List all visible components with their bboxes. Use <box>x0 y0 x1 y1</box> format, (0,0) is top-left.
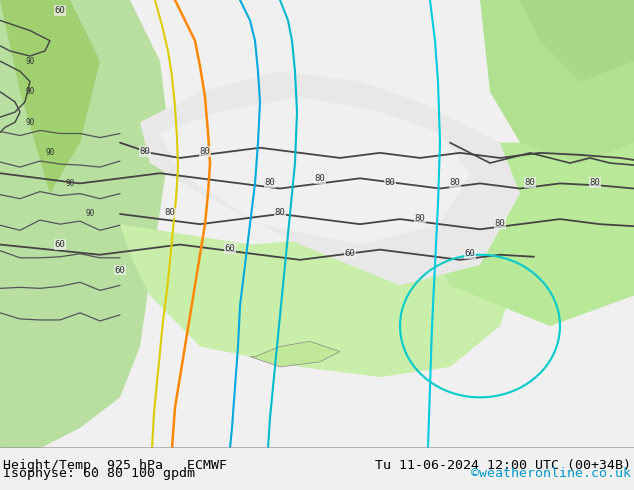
Polygon shape <box>230 289 255 300</box>
Text: 60: 60 <box>224 244 235 253</box>
Polygon shape <box>480 0 634 163</box>
Text: 80: 80 <box>139 147 150 156</box>
Text: 80: 80 <box>385 178 396 187</box>
Text: 60: 60 <box>55 6 65 15</box>
Polygon shape <box>250 342 340 367</box>
Text: 90: 90 <box>25 118 35 127</box>
Polygon shape <box>400 143 634 326</box>
Text: 90: 90 <box>86 210 94 219</box>
Text: 90: 90 <box>25 87 35 96</box>
Text: 90: 90 <box>65 179 75 188</box>
Text: 60: 60 <box>115 266 126 274</box>
Text: 80: 80 <box>524 178 535 187</box>
Text: 60: 60 <box>345 249 356 258</box>
Polygon shape <box>520 0 634 81</box>
Text: 80: 80 <box>450 178 460 187</box>
Text: 80: 80 <box>314 174 325 183</box>
Polygon shape <box>160 97 470 245</box>
Text: Height/Temp. 925 hPa   ECMWF: Height/Temp. 925 hPa ECMWF <box>3 459 227 472</box>
Text: 60: 60 <box>465 249 476 258</box>
Text: 60: 60 <box>55 240 65 249</box>
Text: 80: 80 <box>165 208 176 218</box>
Polygon shape <box>0 0 170 448</box>
Polygon shape <box>140 72 520 285</box>
Text: 80: 80 <box>415 214 425 222</box>
Polygon shape <box>350 294 372 306</box>
Text: 90: 90 <box>46 148 55 157</box>
Polygon shape <box>0 0 100 194</box>
Text: 80: 80 <box>275 208 285 218</box>
Text: 80: 80 <box>200 147 210 156</box>
Text: ©weatheronline.co.uk: ©weatheronline.co.uk <box>471 466 631 480</box>
Text: 80: 80 <box>590 178 600 187</box>
Text: Isophyse: 60 80 100 gpdm: Isophyse: 60 80 100 gpdm <box>3 466 195 480</box>
Polygon shape <box>290 306 308 316</box>
Text: 90: 90 <box>25 57 35 66</box>
Text: 80: 80 <box>264 178 275 187</box>
Text: Tu 11-06-2024 12:00 UTC (00+34B): Tu 11-06-2024 12:00 UTC (00+34B) <box>375 459 631 472</box>
Text: 80: 80 <box>495 219 505 228</box>
Polygon shape <box>120 224 520 377</box>
